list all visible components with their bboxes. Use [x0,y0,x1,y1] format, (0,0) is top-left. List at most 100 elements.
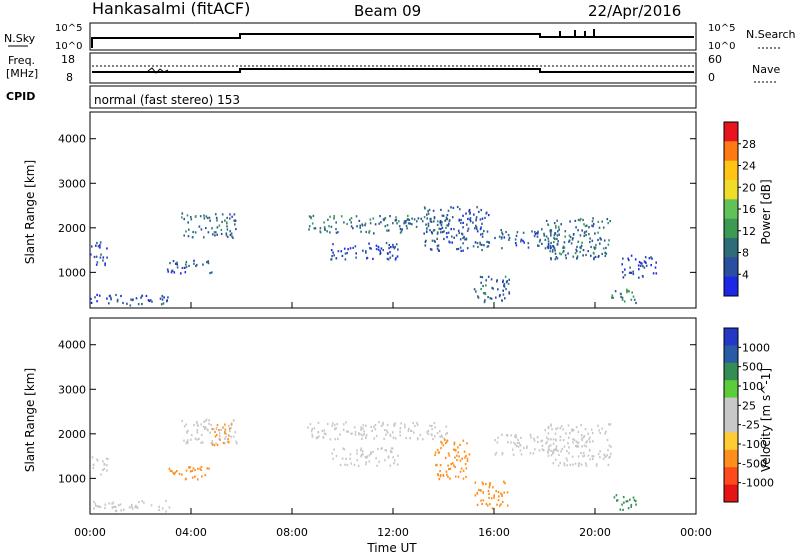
velocity-cell [218,435,221,438]
power-cell [352,246,354,249]
power-cell [563,241,566,244]
power-cell [533,235,536,238]
power-cell [479,241,481,244]
velocity-cell [541,444,544,447]
power-cell [557,230,559,233]
power-cell [386,257,389,260]
velocity-cell [456,459,458,462]
velocity-cell [517,438,519,441]
power-cell [494,236,496,240]
power-cell [430,248,433,251]
power-cell [427,210,429,213]
velocity-cell [317,421,320,424]
power-cell [645,264,648,267]
velocity-cell [577,430,580,433]
power-ytick-label-3: 4000 [58,133,86,146]
power-cell [452,206,455,209]
power-cell [442,214,445,217]
velocity-colorbar-label: Velocity [m s^-1] [759,368,773,472]
velocity-cell [399,427,402,430]
power-cell [206,216,209,220]
velocity-cell [112,501,115,504]
power-cell [604,251,606,254]
velocity-cell [497,436,499,439]
velocity-cell [360,447,363,450]
power-cell [209,272,211,275]
velocity-cell [349,457,351,460]
power-cell [408,222,410,225]
power-cell [638,261,641,264]
velocity-cell [580,424,582,427]
velocity-cell [563,445,566,448]
power-cell [99,246,101,249]
velocity-cell [447,464,449,467]
power-cell [224,219,226,222]
velocity-cell [230,422,233,425]
power-cell [451,216,454,219]
velocity-cell [506,434,508,437]
power-cell [501,299,503,302]
velocity-cell [604,432,606,435]
velocity-cell [318,435,320,438]
velocity-cell [350,462,353,465]
power-cell [350,225,353,228]
power-cell [476,242,479,245]
velocity-cell [212,428,215,431]
power-cell [579,219,581,222]
velocity-cell [224,430,226,434]
power-cell [486,240,488,243]
velocity-cell [339,463,342,466]
velocity-cell [565,457,568,460]
power-cell [231,215,233,218]
power-cell [508,291,510,294]
velocity-cell [447,475,449,478]
power-cell [553,234,556,237]
power-cell [99,244,101,247]
velocity-cell [438,430,441,433]
power-cell [583,223,585,226]
power-cell [421,220,424,223]
velocity-colorbar-tick-label: 25 [742,399,756,412]
velocity-colorbar-segment [724,362,738,381]
velocity-cell [334,438,337,441]
velocity-cell [516,441,519,445]
power-cell [126,302,128,305]
power-cell [536,232,538,235]
velocity-cell [215,433,218,437]
velocity-cell [462,439,465,442]
velocity-cell [563,462,566,465]
power-cell [632,295,635,298]
nave-label: Nave [752,63,780,76]
power-cell [205,215,208,218]
power-cell [583,234,585,238]
velocity-cell [389,433,392,436]
power-cell [332,243,334,246]
velocity-cell [544,429,547,432]
power-cell [140,296,142,299]
power-cell [612,296,614,299]
power-cell [534,231,536,234]
velocity-cell [232,435,235,438]
power-cell [527,246,530,249]
velocity-cell [627,507,630,510]
power-cell [480,287,482,291]
velocity-cell [540,440,542,443]
power-cell [232,236,234,239]
velocity-cell [400,422,402,425]
velocity-cell [111,506,114,509]
velocity-cell [194,469,196,472]
power-cell [501,231,503,234]
power-cell [626,288,628,291]
velocity-cell [342,447,344,450]
power-cell [638,268,640,271]
power-cell [440,231,442,234]
power-colorbar-segment [724,199,738,220]
velocity-cell [601,427,603,430]
power-cell [185,230,187,233]
velocity-cell [541,439,544,442]
velocity-cell [322,436,325,439]
power-cell [605,246,607,250]
velocity-cell [573,438,576,442]
velocity-cell [383,428,386,432]
velocity-cell [625,500,628,503]
